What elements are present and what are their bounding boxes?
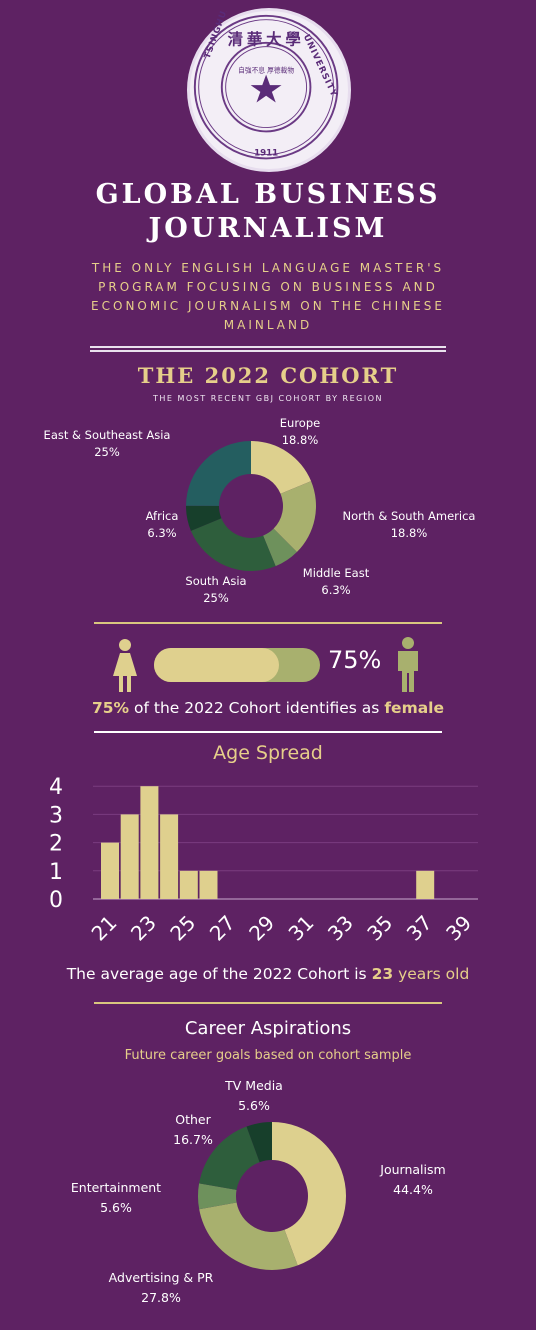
label-name: South Asia (185, 574, 247, 588)
male-icon (398, 637, 418, 692)
career-subtitle: Future career goals based on cohort samp… (124, 1048, 412, 1063)
label-other: Other 16.7% (160, 1110, 226, 1150)
label-pct: 5.6% (238, 1098, 270, 1113)
cohort-title: THE 2022 COHORT (137, 363, 399, 388)
seal-year: 1911 (254, 149, 278, 159)
label-africa: Africa 6.3% (131, 508, 193, 542)
label-advertising-pr: Advertising & PR 27.8% (86, 1268, 236, 1308)
label-tv-media: TV Media 5.6% (206, 1076, 302, 1116)
seal-graphic: 清華大學 TSINGHUA UNIVERSITY 1911 自強不息 厚德載物 (193, 11, 339, 160)
label-south-asia: South Asia 25% (172, 573, 260, 607)
gender-progress-fill (154, 648, 279, 682)
title-line-1: GLOBAL BUSINESS (95, 179, 441, 210)
female-sentence-word: female (384, 699, 445, 717)
seal-star-icon (250, 74, 282, 103)
label-pct: 6.3% (321, 583, 351, 597)
title-line-2: JOURNALISM (148, 213, 388, 244)
y-tick-label: 1 (49, 860, 63, 885)
label-east-southeast-asia: East & Southeast Asia 25% (40, 427, 174, 461)
label-name: Advertising & PR (108, 1270, 214, 1285)
female-sentence-pct: 75% (91, 699, 130, 717)
bar-age-25 (179, 870, 198, 899)
label-pct: 25% (203, 591, 229, 605)
gold-divider-2 (94, 1002, 442, 1004)
label-middle-east: Middle East 6.3% (292, 565, 380, 599)
tsinghua-seal-logo: 清華大學 TSINGHUA UNIVERSITY 1911 自強不息 厚德載物 (187, 8, 351, 172)
label-entertainment: Entertainment 5.6% (52, 1178, 180, 1218)
divider-top (90, 346, 446, 348)
donut-slice-europe (251, 441, 312, 494)
label-pct: 6.3% (147, 526, 177, 540)
seal-inner-text: 自強不息 厚德載物 (238, 66, 294, 75)
donut-slice-entertainment (198, 1183, 237, 1210)
label-pct: 27.8% (141, 1290, 181, 1305)
seal-top-text: 清華大學 (228, 30, 305, 49)
page-subtitle: THE ONLY ENGLISH LANGUAGE MASTER'S PROGR… (91, 261, 445, 332)
bar-age-21 (101, 842, 119, 899)
page-title: GLOBAL BUSINESS JOURNALISM (0, 178, 536, 246)
label-name: Journalism (380, 1162, 446, 1177)
label-journalism: Journalism 44.4% (360, 1160, 466, 1200)
donut-slice-africa (186, 505, 222, 531)
y-tick-label: 3 (49, 803, 63, 828)
age-spread-title: Age Spread (213, 742, 323, 764)
average-age-sentence: The average age of the 2022 Cohort is 23… (0, 965, 536, 983)
label-pct: 16.7% (173, 1132, 213, 1147)
divider-bottom (90, 350, 446, 352)
label-name: Middle East (302, 566, 370, 580)
donut-slice-journalism (272, 1122, 347, 1266)
donut-slice-east-southeast-asia (186, 441, 251, 506)
label-north-south-america: North & South America 18.8% (330, 508, 488, 542)
gold-divider-1 (94, 622, 442, 624)
bar-age-26 (199, 870, 218, 899)
donut-slice-south-asia (190, 518, 276, 571)
cohort-subtitle: THE MOST RECENT GBJ COHORT BY REGION (153, 394, 383, 403)
label-pct: 25% (94, 445, 120, 459)
female-sentence-mid: of the 2022 Cohort identifies as (129, 699, 385, 717)
female-sentence: 75% of the 2022 Cohort identifies as fem… (0, 699, 536, 717)
label-name: North & South America (342, 509, 476, 523)
average-age-pre: The average age of the 2022 Cohort is (66, 965, 372, 983)
label-name: Europe (279, 416, 321, 430)
bar-age-22 (120, 814, 139, 899)
gender-progress-track (154, 648, 320, 682)
donut-slice-tv-media (246, 1122, 272, 1163)
gender-percent: 75% (328, 646, 382, 674)
label-name: TV Media (225, 1078, 283, 1093)
bar-age-23 (140, 786, 159, 899)
donut-slice-middle-east (263, 528, 297, 567)
label-name: Other (175, 1112, 211, 1127)
female-icon (113, 639, 137, 692)
bar-age-37 (416, 870, 435, 899)
y-tick-label: 2 (49, 832, 63, 857)
label-pct: 44.4% (393, 1182, 433, 1197)
label-pct: 18.8% (390, 526, 428, 540)
y-tick-label: 4 (49, 775, 63, 800)
donut-slice-advertising-pr (199, 1202, 298, 1270)
average-age-post: years old (393, 965, 470, 983)
label-name: Africa (145, 509, 179, 523)
bar-age-24 (160, 814, 179, 899)
donut-slice-north-south-america (273, 481, 316, 553)
y-tick-label: 0 (49, 888, 63, 913)
average-age-num: 23 (371, 965, 394, 983)
label-pct: 5.6% (100, 1200, 132, 1215)
label-name: Entertainment (70, 1180, 162, 1195)
label-pct: 18.8% (281, 433, 319, 447)
career-title: Career Aspirations (184, 1018, 352, 1039)
label-europe: Europe 18.8% (260, 415, 340, 449)
label-name: East & Southeast Asia (43, 428, 171, 442)
white-divider (94, 731, 442, 733)
donut-slice-other (199, 1126, 260, 1190)
